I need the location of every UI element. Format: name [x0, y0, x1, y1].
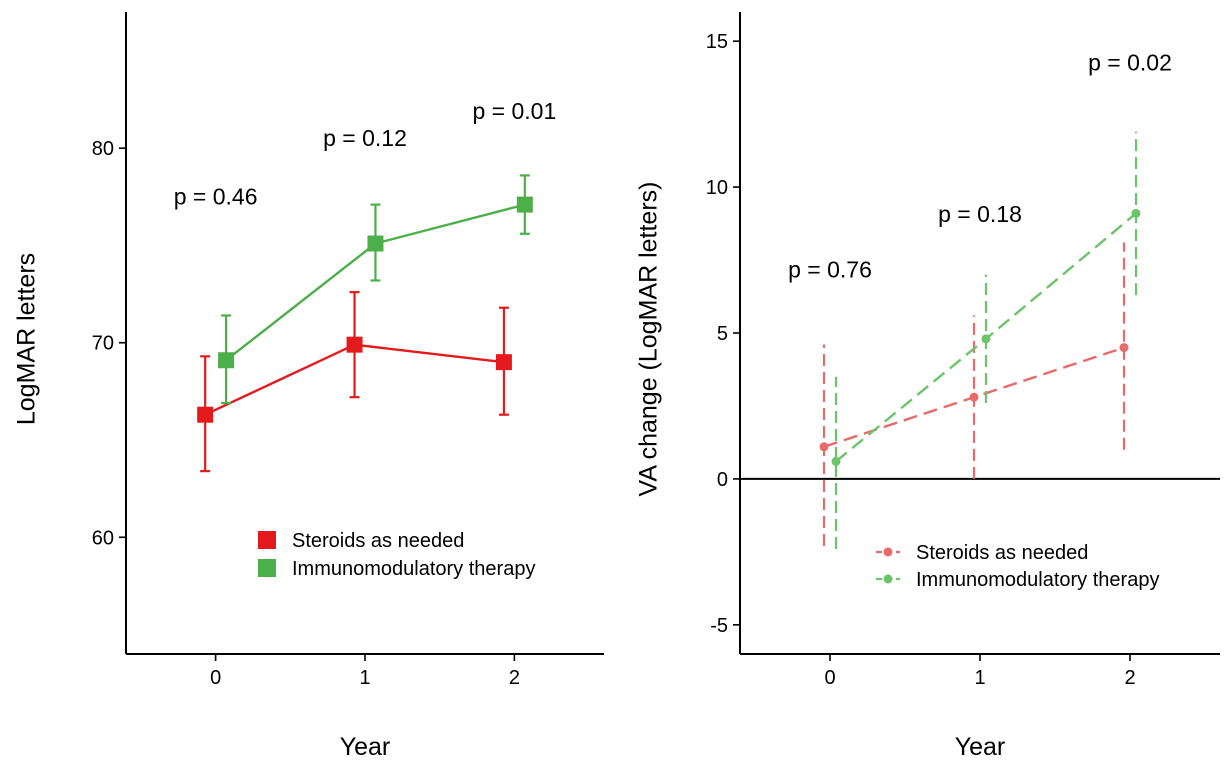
y-tick-label: 15 [706, 31, 728, 53]
legend-label: Steroids as needed [292, 530, 464, 552]
x-axis-title: Year [955, 733, 1006, 761]
left-panel-absolute-va: 60 70 80 0 1 2 Year LogMAR letters p = 0.46 p = 0… [13, 12, 604, 761]
data-point-marker [495, 354, 512, 371]
data-point-marker [1131, 208, 1141, 218]
p-value-annotation: p = 0.76 [788, 257, 872, 283]
data-point-marker [831, 456, 841, 466]
data-point-marker [367, 235, 384, 252]
series-steroids [819, 242, 1129, 547]
data-point-marker [819, 442, 829, 452]
y-tick-label: -5 [710, 615, 728, 637]
x-tick-label: 1 [974, 667, 985, 689]
y-tick-label: 5 [717, 323, 728, 345]
data-point-marker [346, 336, 363, 353]
data-point-marker [981, 334, 991, 344]
x-tick-label: 2 [1124, 667, 1135, 689]
legend-swatch [883, 574, 893, 584]
p-value-annotation: p = 0.18 [938, 201, 1022, 227]
y-tick-label: 70 [92, 333, 114, 355]
legend-label: Steroids as needed [916, 542, 1088, 564]
right-panel-va-change: -5 0 5 10 15 0 1 2 Year VA change (LogMAR letters… [635, 12, 1220, 761]
legend-label: Immunomodulatory therapy [916, 569, 1159, 591]
data-point-marker [1119, 343, 1129, 353]
y-tick-label: 60 [92, 527, 114, 549]
x-tick-label: 2 [509, 667, 520, 689]
y-tick-label: 0 [717, 469, 728, 491]
data-point-marker [218, 352, 235, 369]
data-point-marker [969, 392, 979, 402]
y-tick-label: 80 [92, 138, 114, 160]
legend-swatch [258, 531, 276, 549]
data-point-marker [516, 196, 533, 213]
legend: Steroids as needed Immunomodulatory thera… [258, 530, 535, 580]
series-steroids [197, 291, 512, 473]
series-immunomodulatory [831, 131, 1141, 549]
p-value-annotation: p = 0.02 [1088, 49, 1172, 75]
legend-label: Immunomodulatory therapy [292, 558, 535, 580]
p-value-annotation: p = 0.46 [174, 184, 258, 210]
legend: Steroids as needed Immunomodulatory thera… [876, 542, 1159, 591]
y-axis-title: VA change (LogMAR letters) [635, 182, 663, 497]
legend-swatch [258, 559, 276, 577]
x-tick-label: 1 [359, 667, 370, 689]
series-immunomodulatory [218, 174, 533, 405]
p-value-annotation: p = 0.12 [323, 125, 407, 151]
data-point-marker [197, 406, 214, 423]
x-axis-title: Year [340, 733, 391, 761]
x-tick-label: 0 [210, 667, 221, 689]
x-tick-label: 0 [824, 667, 835, 689]
y-axis-title: LogMAR letters [13, 253, 41, 425]
y-tick-label: 10 [706, 177, 728, 199]
p-value-annotation: p = 0.01 [472, 98, 556, 124]
legend-swatch [883, 547, 893, 557]
